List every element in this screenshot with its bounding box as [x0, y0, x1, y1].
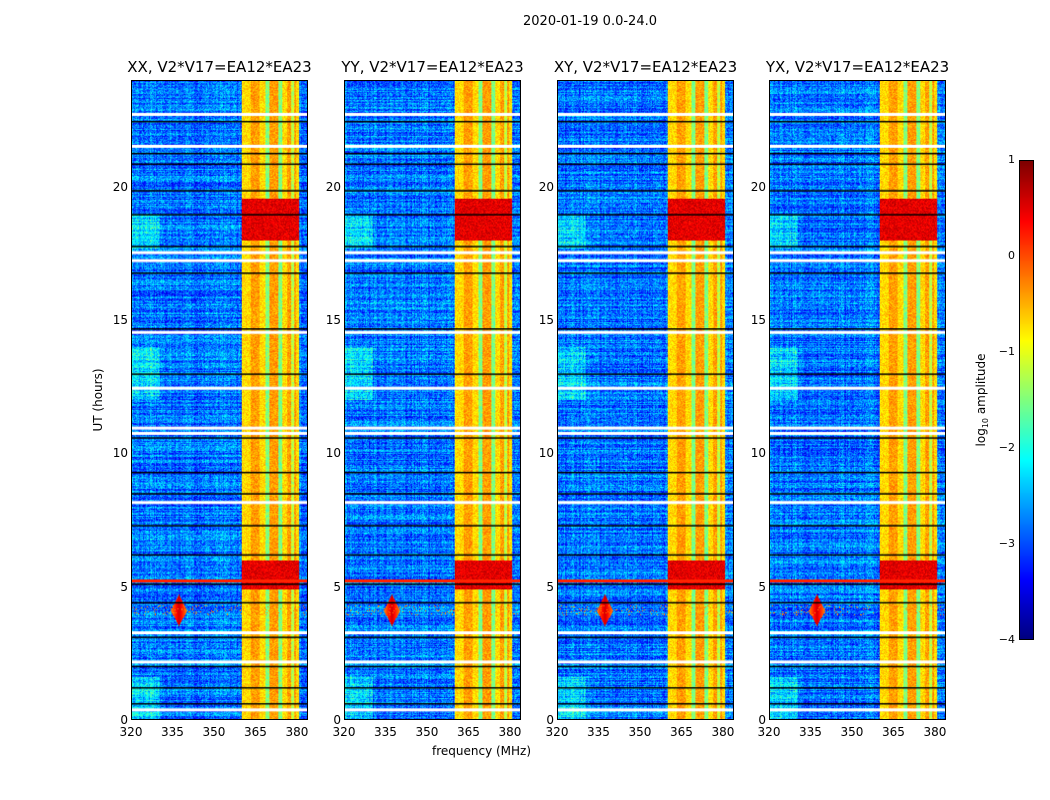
heatmap-cells	[770, 81, 945, 719]
y-tick-label: 10	[112, 446, 128, 461]
y-tick-label: 10	[750, 446, 766, 461]
y-tick-label: 10	[325, 446, 341, 461]
y-tick-label: 15	[112, 313, 128, 327]
heatmap-panel-2	[557, 80, 734, 720]
colorbar	[1019, 160, 1034, 640]
x-axis-label: frequency (MHz)	[432, 744, 532, 758]
y-tick-label: 20	[538, 179, 554, 194]
x-tick-label: 350	[202, 725, 226, 739]
x-tick-label: 380	[498, 725, 522, 739]
panel-title: XY, V2*V17=EA12*EA23	[553, 58, 738, 76]
x-tick-label: 335	[799, 725, 822, 739]
y-tick-label: 15	[325, 313, 341, 327]
x-tick-label: 380	[923, 725, 947, 739]
heatmap-panel-1	[344, 80, 521, 720]
colorbar-tick-label: −3	[998, 537, 1015, 550]
y-tick-label: 5	[758, 579, 766, 594]
x-tick-label: 380	[711, 725, 735, 739]
y-tick-label: 20	[325, 179, 341, 194]
x-tick-label: 320	[757, 725, 781, 739]
x-tick-label: 365	[457, 725, 480, 739]
x-tick-label: 350	[628, 725, 652, 739]
y-tick-label: 5	[120, 579, 128, 594]
colorbar-tick-label: −1	[998, 345, 1015, 358]
heatmap-cells	[132, 81, 307, 719]
y-tick-label: 10	[538, 446, 554, 461]
y-tick-label: 5	[333, 579, 341, 594]
x-tick-label: 335	[587, 725, 610, 739]
figure-suptitle: 2020-01-19 0.0-24.0	[523, 14, 657, 29]
y-tick-label: 5	[546, 579, 554, 594]
heatmap-cells	[345, 81, 520, 719]
y-tick-label: 0	[333, 713, 341, 727]
colorbar-tick-label: 0	[1008, 249, 1015, 262]
colorbar-tick-label: −2	[998, 441, 1015, 454]
x-tick-label: 320	[545, 725, 569, 739]
colorbar-tick-label: 1	[1008, 153, 1015, 166]
y-tick-label: 15	[750, 313, 766, 327]
x-tick-label: 380	[285, 725, 309, 739]
panel-title: YY, V2*V17=EA12*EA23	[341, 58, 524, 76]
heatmap-panel-3	[769, 80, 946, 720]
colorbar-label: log10 amplitude	[973, 353, 991, 447]
heatmap-panel-0	[131, 80, 308, 720]
x-tick-label: 335	[161, 725, 184, 739]
y-tick-label: 0	[758, 713, 766, 727]
y-tick-label: 0	[120, 713, 128, 727]
y-tick-label: 20	[750, 179, 766, 194]
y-tick-label: 20	[112, 179, 128, 194]
colorbar-tick-label: −4	[998, 633, 1015, 646]
x-tick-label: 320	[119, 725, 143, 739]
x-tick-label: 365	[670, 725, 693, 739]
x-tick-label: 320	[332, 725, 356, 739]
y-tick-label: 15	[538, 313, 554, 327]
heatmap-cells	[558, 81, 733, 719]
x-tick-label: 350	[415, 725, 439, 739]
x-tick-label: 365	[244, 725, 267, 739]
y-axis-label: UT (hours)	[91, 368, 105, 432]
panel-title: YX, V2*V17=EA12*EA23	[765, 58, 950, 76]
x-tick-label: 350	[840, 725, 864, 739]
x-tick-label: 335	[374, 725, 397, 739]
y-tick-label: 0	[546, 713, 554, 727]
panel-title: XX, V2*V17=EA12*EA23	[127, 58, 312, 76]
x-tick-label: 365	[882, 725, 905, 739]
